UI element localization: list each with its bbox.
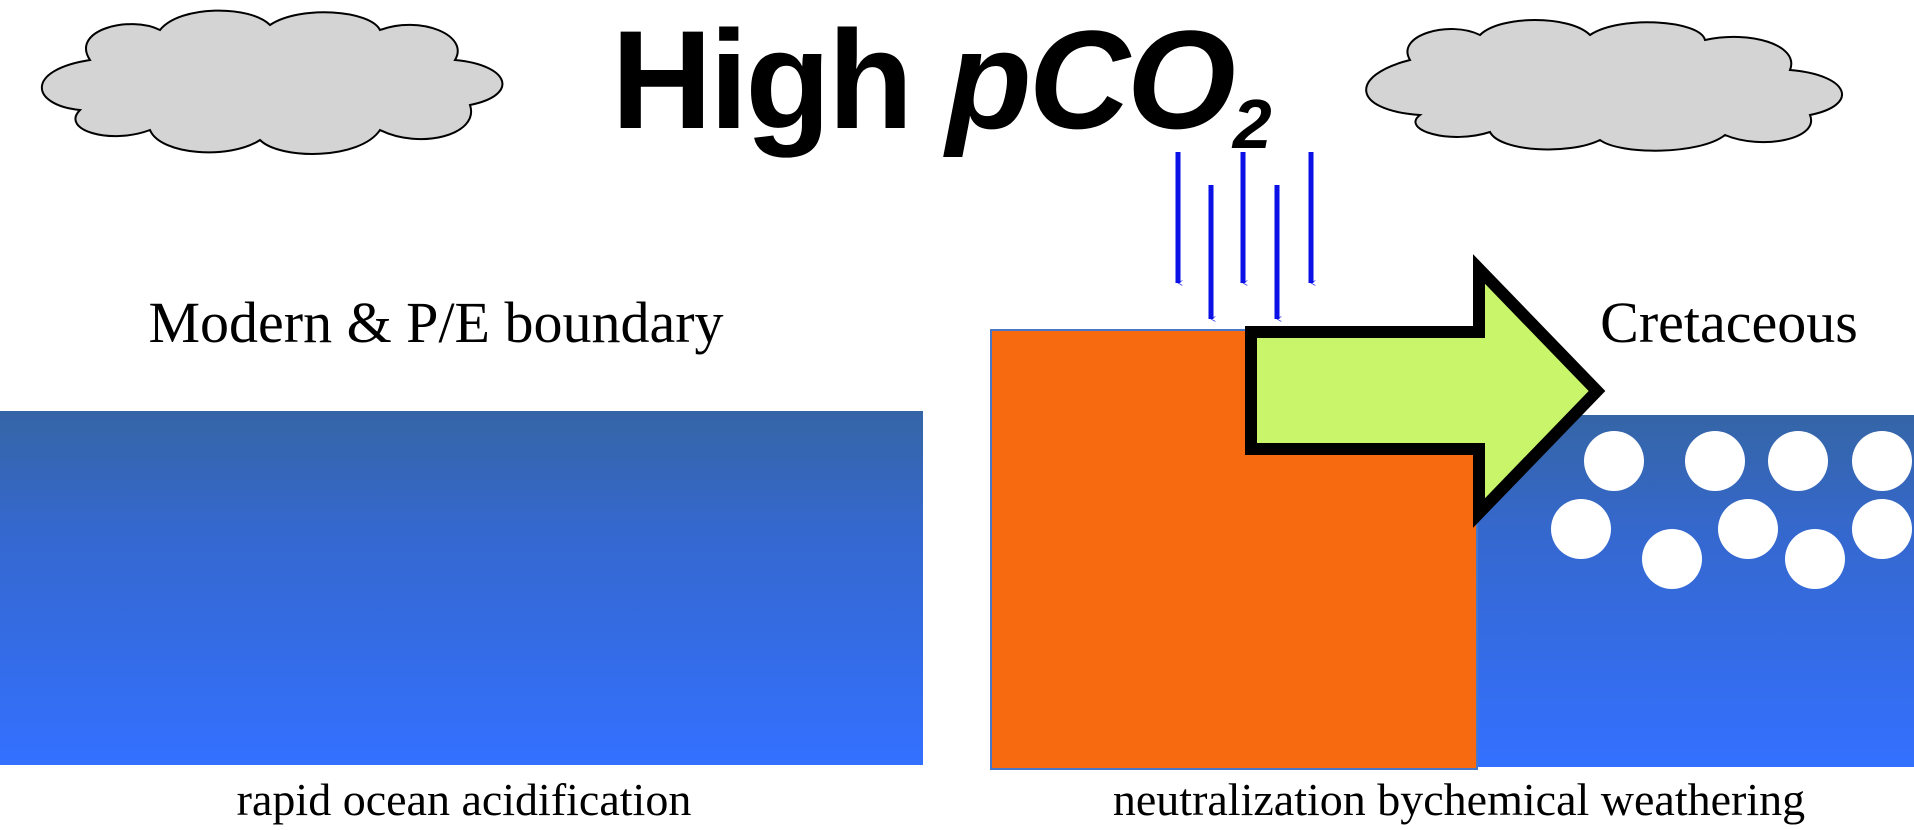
cloud-left <box>40 9 504 155</box>
title-variable: pCO <box>942 1 1234 158</box>
title-main: High <box>611 1 910 158</box>
left-caption: rapid ocean acidification <box>237 774 692 825</box>
right-label: Cretaceous <box>1600 290 1858 355</box>
title: High pCO2 <box>611 1 1271 163</box>
title-subscript: 2 <box>1231 85 1272 163</box>
right-caption: neutralization bychemical weathering <box>1113 774 1805 825</box>
ocean-left <box>0 411 923 765</box>
cloud-right <box>1365 19 1843 152</box>
particles <box>1551 431 1912 589</box>
left-label: Modern & P/E boundary <box>148 290 723 355</box>
co2-arrows <box>1175 152 1311 319</box>
shift-arrow <box>1245 254 1606 528</box>
